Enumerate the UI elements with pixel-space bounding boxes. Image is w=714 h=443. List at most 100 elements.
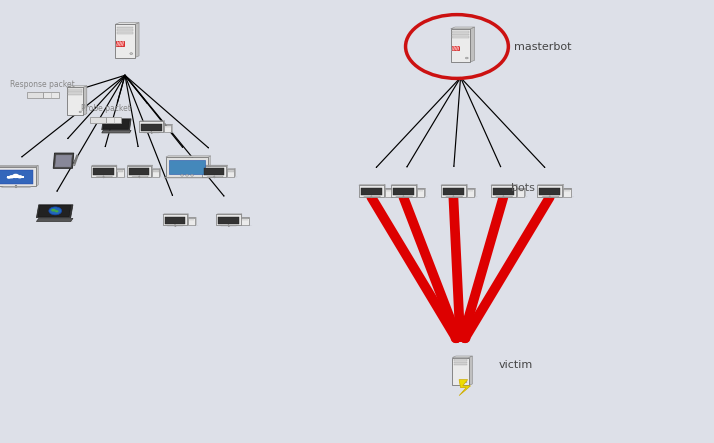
Polygon shape [159, 169, 161, 177]
Polygon shape [38, 206, 71, 217]
Circle shape [191, 175, 193, 176]
FancyBboxPatch shape [452, 34, 469, 35]
Polygon shape [517, 188, 526, 189]
FancyBboxPatch shape [441, 185, 466, 197]
Polygon shape [469, 356, 473, 385]
FancyBboxPatch shape [452, 36, 469, 38]
Polygon shape [91, 165, 117, 166]
Polygon shape [392, 188, 393, 197]
Polygon shape [102, 132, 132, 133]
Polygon shape [135, 23, 139, 58]
Circle shape [9, 175, 14, 179]
FancyBboxPatch shape [418, 190, 423, 191]
FancyBboxPatch shape [164, 125, 171, 132]
FancyBboxPatch shape [386, 190, 391, 191]
FancyBboxPatch shape [129, 168, 149, 175]
Polygon shape [248, 218, 250, 225]
Polygon shape [416, 185, 417, 197]
FancyBboxPatch shape [27, 92, 43, 98]
Polygon shape [124, 169, 125, 177]
Circle shape [51, 209, 56, 212]
Polygon shape [127, 165, 153, 166]
FancyBboxPatch shape [165, 127, 171, 128]
FancyBboxPatch shape [491, 185, 516, 197]
FancyBboxPatch shape [153, 170, 159, 171]
Polygon shape [424, 188, 426, 197]
FancyBboxPatch shape [66, 87, 84, 115]
Polygon shape [115, 23, 139, 24]
FancyBboxPatch shape [127, 166, 151, 177]
FancyBboxPatch shape [163, 214, 187, 225]
FancyBboxPatch shape [116, 27, 134, 28]
FancyBboxPatch shape [117, 171, 123, 172]
FancyBboxPatch shape [106, 117, 121, 123]
FancyBboxPatch shape [453, 364, 468, 365]
FancyBboxPatch shape [204, 168, 224, 175]
FancyBboxPatch shape [452, 46, 459, 51]
FancyBboxPatch shape [385, 189, 392, 197]
FancyBboxPatch shape [453, 359, 468, 361]
FancyBboxPatch shape [517, 189, 524, 197]
FancyBboxPatch shape [169, 160, 206, 174]
FancyBboxPatch shape [564, 190, 570, 191]
Polygon shape [202, 165, 228, 166]
FancyBboxPatch shape [537, 185, 563, 197]
Circle shape [6, 176, 11, 179]
Circle shape [49, 207, 61, 215]
FancyBboxPatch shape [165, 217, 185, 224]
Polygon shape [164, 177, 213, 178]
Polygon shape [384, 185, 385, 197]
FancyBboxPatch shape [216, 214, 241, 225]
Polygon shape [234, 169, 236, 177]
FancyBboxPatch shape [361, 187, 382, 195]
Polygon shape [36, 166, 39, 186]
Polygon shape [208, 156, 211, 177]
FancyBboxPatch shape [90, 117, 106, 123]
FancyBboxPatch shape [453, 361, 468, 363]
FancyBboxPatch shape [153, 171, 159, 172]
Text: bots: bots [511, 183, 534, 193]
Polygon shape [563, 188, 572, 189]
FancyBboxPatch shape [468, 190, 473, 191]
FancyBboxPatch shape [166, 157, 208, 177]
FancyBboxPatch shape [563, 189, 570, 197]
FancyBboxPatch shape [188, 218, 195, 225]
Polygon shape [84, 86, 87, 115]
Circle shape [12, 174, 19, 178]
FancyBboxPatch shape [0, 170, 34, 184]
Circle shape [181, 175, 183, 176]
FancyBboxPatch shape [391, 185, 416, 197]
Polygon shape [164, 124, 173, 125]
Polygon shape [570, 188, 572, 197]
Circle shape [466, 57, 468, 59]
Polygon shape [144, 132, 161, 133]
Polygon shape [102, 119, 131, 130]
Polygon shape [167, 225, 184, 226]
FancyBboxPatch shape [91, 166, 116, 177]
Polygon shape [471, 27, 475, 62]
Polygon shape [36, 205, 73, 218]
FancyBboxPatch shape [417, 189, 424, 197]
Text: Probe packet: Probe packet [81, 104, 131, 113]
FancyBboxPatch shape [451, 29, 471, 62]
Polygon shape [36, 218, 73, 222]
FancyBboxPatch shape [0, 167, 36, 186]
Polygon shape [417, 188, 426, 189]
FancyBboxPatch shape [141, 124, 161, 131]
Polygon shape [195, 218, 196, 225]
Circle shape [130, 53, 133, 54]
Polygon shape [516, 185, 517, 197]
Polygon shape [524, 188, 526, 197]
FancyBboxPatch shape [116, 29, 134, 31]
FancyBboxPatch shape [443, 187, 464, 195]
Circle shape [17, 175, 23, 179]
FancyBboxPatch shape [115, 24, 135, 58]
Circle shape [55, 210, 59, 213]
FancyBboxPatch shape [467, 189, 474, 197]
FancyBboxPatch shape [242, 220, 248, 221]
FancyBboxPatch shape [188, 220, 194, 221]
Polygon shape [103, 120, 129, 129]
FancyBboxPatch shape [116, 169, 124, 177]
Polygon shape [0, 166, 39, 167]
Polygon shape [151, 165, 153, 177]
